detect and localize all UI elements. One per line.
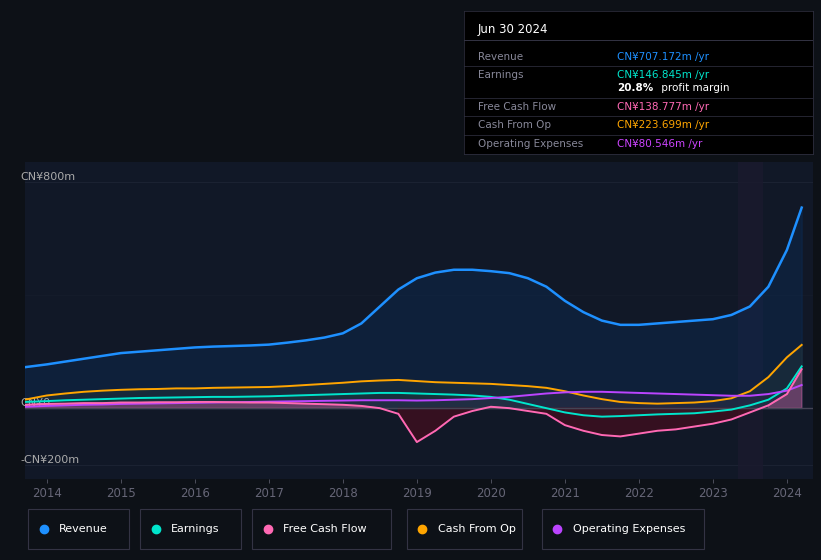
Text: 20.8%: 20.8% [617,83,654,94]
Text: profit margin: profit margin [658,83,729,94]
Text: CN¥0: CN¥0 [21,398,51,408]
Text: Operating Expenses: Operating Expenses [572,524,685,534]
Text: CN¥800m: CN¥800m [21,172,76,182]
Text: Operating Expenses: Operating Expenses [478,139,583,149]
Text: Cash From Op: Cash From Op [438,524,516,534]
Text: CN¥146.845m /yr: CN¥146.845m /yr [617,71,709,81]
Text: Revenue: Revenue [478,52,523,62]
Text: Revenue: Revenue [59,524,108,534]
Text: CN¥223.699m /yr: CN¥223.699m /yr [617,120,709,130]
Text: Cash From Op: Cash From Op [478,120,551,130]
Text: Earnings: Earnings [172,524,220,534]
Text: CN¥138.777m /yr: CN¥138.777m /yr [617,102,709,112]
Text: Free Cash Flow: Free Cash Flow [478,102,556,112]
Text: CN¥707.172m /yr: CN¥707.172m /yr [617,52,709,62]
Text: Free Cash Flow: Free Cash Flow [283,524,367,534]
Text: Earnings: Earnings [478,71,523,81]
Text: CN¥80.546m /yr: CN¥80.546m /yr [617,139,703,149]
Text: Jun 30 2024: Jun 30 2024 [478,22,548,36]
Text: -CN¥200m: -CN¥200m [21,455,80,465]
